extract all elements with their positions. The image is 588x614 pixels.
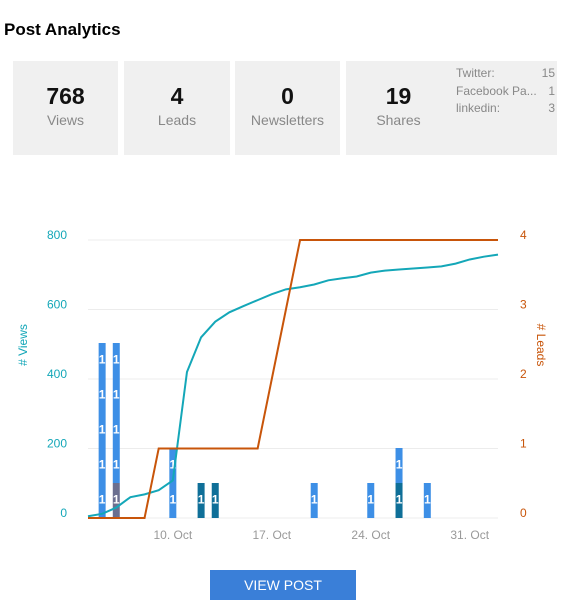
chart: # Views # Leads 0 200 400 600 800 0 1 2 3 4 10. Oc…	[16, 228, 548, 542]
y2-axis-title: # Leads	[534, 324, 548, 367]
y-tick-label: 800	[47, 228, 67, 242]
bar-label: 1	[169, 458, 176, 472]
share-bar	[98, 413, 106, 448]
bar-label: 1	[113, 353, 120, 367]
stat-card: 0 Newsletters	[235, 61, 340, 155]
share-label: Twitter:	[456, 66, 495, 80]
share-bar	[98, 378, 106, 413]
view-post-button[interactable]: VIEW POST	[210, 570, 356, 600]
y-tick-label: 200	[47, 437, 67, 451]
views-line	[87, 253, 499, 518]
bar-label: 1	[99, 493, 106, 507]
share-bar	[112, 343, 120, 378]
y-tick-label: 400	[47, 367, 67, 381]
stat-label: Views	[46, 112, 85, 128]
x-tick-label: 10. Oct	[153, 528, 192, 542]
x-tick-label: 24. Oct	[351, 528, 390, 542]
bar-label: 1	[169, 493, 176, 507]
y2-tick-label: 4	[520, 228, 527, 242]
share-bar	[395, 448, 403, 483]
share-bar	[98, 448, 106, 483]
share-bar	[310, 483, 318, 518]
stat-value: 768	[46, 83, 85, 109]
y-tick-label: 0	[60, 506, 67, 520]
stat-card: 768 Views	[13, 61, 118, 155]
x-tick-label: 31. Oct	[450, 528, 489, 542]
share-bar	[367, 483, 375, 518]
stat-value: 19	[385, 83, 412, 109]
bar-label: 1	[396, 458, 403, 472]
share-bar	[211, 483, 219, 518]
bar-label: 1	[99, 353, 106, 367]
bar-label: 1	[396, 493, 403, 507]
share-bar	[423, 483, 431, 518]
stat-card: 4 Leads	[124, 61, 230, 155]
share-bar	[197, 483, 205, 518]
share-bar	[169, 448, 177, 483]
y-axis-title: # Views	[16, 324, 30, 366]
bar-label: 1	[99, 423, 106, 437]
share-count: 1	[548, 84, 555, 98]
bar-label: 1	[113, 458, 120, 472]
leads-line	[88, 239, 498, 519]
y2-tick-label: 0	[520, 506, 527, 520]
bar-label: 1	[212, 493, 219, 507]
bar-label: 1	[198, 493, 205, 507]
bar-label: 1	[99, 458, 106, 472]
share-bar	[112, 483, 120, 518]
bar-label: 1	[113, 388, 120, 402]
bar-label: 1	[367, 493, 374, 507]
x-tick-label: 17. Oct	[252, 528, 291, 542]
share-label: linkedin:	[456, 101, 501, 115]
share-count: 3	[548, 101, 555, 115]
stat-card: 19 Shares	[346, 61, 557, 155]
bar-label: 1	[113, 493, 120, 507]
stat-label: Shares	[376, 112, 421, 128]
bar-label: 1	[99, 388, 106, 402]
share-bar	[395, 483, 403, 518]
stat-value: 4	[170, 83, 184, 109]
y2-tick-label: 3	[520, 298, 527, 312]
share-count: 15	[541, 66, 555, 80]
y2-tick-label: 2	[520, 367, 527, 381]
bar-label: 1	[311, 493, 318, 507]
share-bar	[112, 378, 120, 413]
stat-label: Newsletters	[250, 112, 325, 128]
share-label: Facebook Pa...	[456, 84, 537, 98]
share-bar	[112, 448, 120, 483]
stat-label: Leads	[157, 112, 197, 128]
page-title: Post Analytics	[4, 20, 121, 39]
share-bar	[98, 483, 106, 518]
y2-tick-label: 1	[520, 437, 527, 451]
share-bar	[112, 413, 120, 448]
share-bar	[169, 483, 177, 518]
y-tick-label: 600	[47, 298, 67, 312]
bar-label: 1	[113, 423, 120, 437]
stat-value: 0	[281, 83, 294, 109]
bar-label: 1	[424, 493, 431, 507]
share-bar	[98, 343, 106, 378]
